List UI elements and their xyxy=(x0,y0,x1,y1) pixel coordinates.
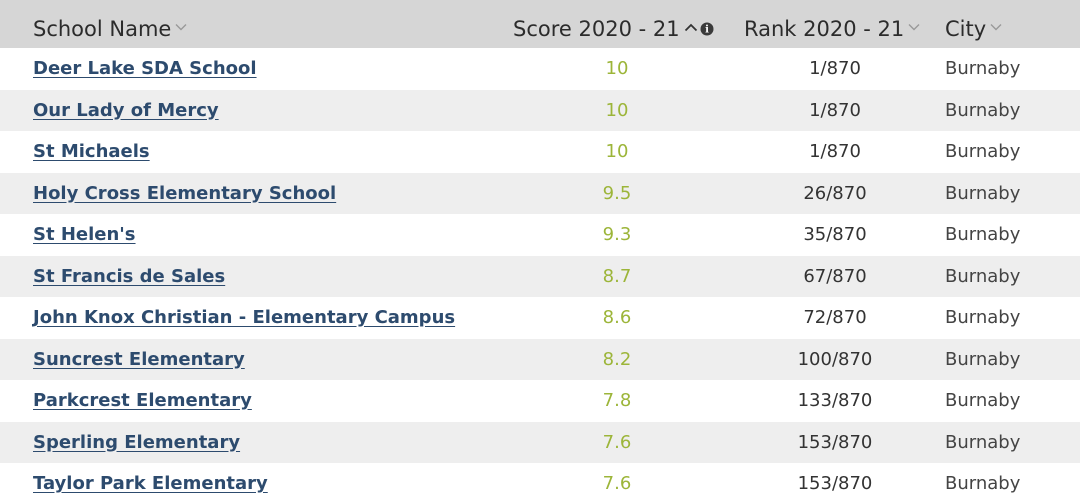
chevron-up-icon xyxy=(684,23,698,32)
column-header-rank-label: Rank 2020 - 21 xyxy=(744,17,905,41)
column-header-city[interactable]: City xyxy=(945,0,1002,48)
info-icon[interactable]: i xyxy=(700,22,714,36)
column-header-score-label: Score 2020 - 21 xyxy=(513,17,680,41)
score-value: 10 xyxy=(605,99,629,121)
rank-value: 26/870 xyxy=(803,182,867,204)
city-cell: Burnaby xyxy=(945,307,1021,328)
table-row: St Michaels 10 1/870 Burnaby xyxy=(0,131,1080,173)
score-value: 7.6 xyxy=(602,473,632,494)
city-cell: Burnaby xyxy=(945,265,1021,287)
school-name-link[interactable]: Holy Cross Elementary School xyxy=(33,182,337,204)
table-row: St Francis de Sales 8.7 67/870 Burnaby xyxy=(0,255,1080,297)
rank-value: 67/870 xyxy=(803,265,867,287)
school-name-link[interactable]: Sperling Elementary xyxy=(33,431,241,453)
rank-value: 153/870 xyxy=(797,473,873,494)
score-value: 9.3 xyxy=(602,224,632,245)
table-row: Our Lady of Mercy 10 1/870 Burnaby xyxy=(0,89,1080,131)
school-name-link[interactable]: St Francis de Sales xyxy=(33,265,226,287)
rank-value: 153/870 xyxy=(797,431,873,453)
score-value: 7.8 xyxy=(602,390,632,411)
rank-value: 1/870 xyxy=(809,141,861,162)
city-cell: Burnaby xyxy=(945,348,1021,370)
city-cell: Burnaby xyxy=(945,182,1021,204)
score-value: 10 xyxy=(605,58,629,79)
score-value: 8.2 xyxy=(602,348,632,370)
school-name-link[interactable]: Deer Lake SDA School xyxy=(33,58,257,79)
school-name-link[interactable]: Taylor Park Elementary xyxy=(33,473,268,494)
school-name-link[interactable]: Parkcrest Elementary xyxy=(33,390,252,411)
table-body: Deer Lake SDA School 10 1/870 Burnaby Ou… xyxy=(0,48,1080,501)
table-row: Holy Cross Elementary School 9.5 26/870 … xyxy=(0,172,1080,214)
table-row: Parkcrest Elementary 7.8 133/870 Burnaby xyxy=(0,380,1080,422)
city-cell: Burnaby xyxy=(945,141,1021,162)
city-cell: Burnaby xyxy=(945,99,1021,121)
rank-value: 1/870 xyxy=(809,99,861,121)
score-value: 8.7 xyxy=(602,265,632,287)
school-name-link[interactable]: St Michaels xyxy=(33,141,150,162)
chevron-down-icon xyxy=(175,23,187,31)
table-row: Suncrest Elementary 8.2 100/870 Burnaby xyxy=(0,338,1080,380)
school-name-link[interactable]: Suncrest Elementary xyxy=(33,348,245,370)
table-row: Sperling Elementary 7.6 153/870 Burnaby xyxy=(0,421,1080,463)
table-row: Taylor Park Elementary 7.6 153/870 Burna… xyxy=(0,463,1080,501)
table-row: Deer Lake SDA School 10 1/870 Burnaby xyxy=(0,48,1080,90)
column-header-rank[interactable]: Rank 2020 - 21 xyxy=(744,0,920,48)
column-header-school-name[interactable]: School Name xyxy=(33,0,187,48)
rank-value: 100/870 xyxy=(797,348,873,370)
school-name-link[interactable]: St Helen's xyxy=(33,224,136,245)
rank-value: 35/870 xyxy=(803,224,867,245)
school-name-link[interactable]: John Knox Christian - Elementary Campus xyxy=(33,307,456,328)
column-header-school-name-label: School Name xyxy=(33,17,172,41)
city-cell: Burnaby xyxy=(945,390,1021,411)
city-cell: Burnaby xyxy=(945,58,1021,79)
table-row: St Helen's 9.3 35/870 Burnaby xyxy=(0,214,1080,256)
chevron-down-icon xyxy=(990,23,1002,31)
score-value: 10 xyxy=(605,141,629,162)
column-header-city-label: City xyxy=(945,17,987,41)
chevron-down-icon xyxy=(908,23,920,31)
score-value: 8.6 xyxy=(602,307,632,328)
city-cell: Burnaby xyxy=(945,473,1021,494)
column-header-score[interactable]: Score 2020 - 21 i xyxy=(513,0,714,48)
table-row: John Knox Christian - Elementary Campus … xyxy=(0,297,1080,339)
rank-value: 1/870 xyxy=(809,58,861,79)
score-value: 7.6 xyxy=(602,431,632,453)
city-cell: Burnaby xyxy=(945,431,1021,453)
city-cell: Burnaby xyxy=(945,224,1021,245)
table-header: School Name Score 2020 - 21 i Rank 2020 -… xyxy=(0,0,1080,48)
svg-text:i: i xyxy=(705,25,709,36)
rank-value: 72/870 xyxy=(803,307,867,328)
school-name-link[interactable]: Our Lady of Mercy xyxy=(33,99,219,121)
rank-value: 133/870 xyxy=(797,390,873,411)
score-value: 9.5 xyxy=(602,182,632,204)
